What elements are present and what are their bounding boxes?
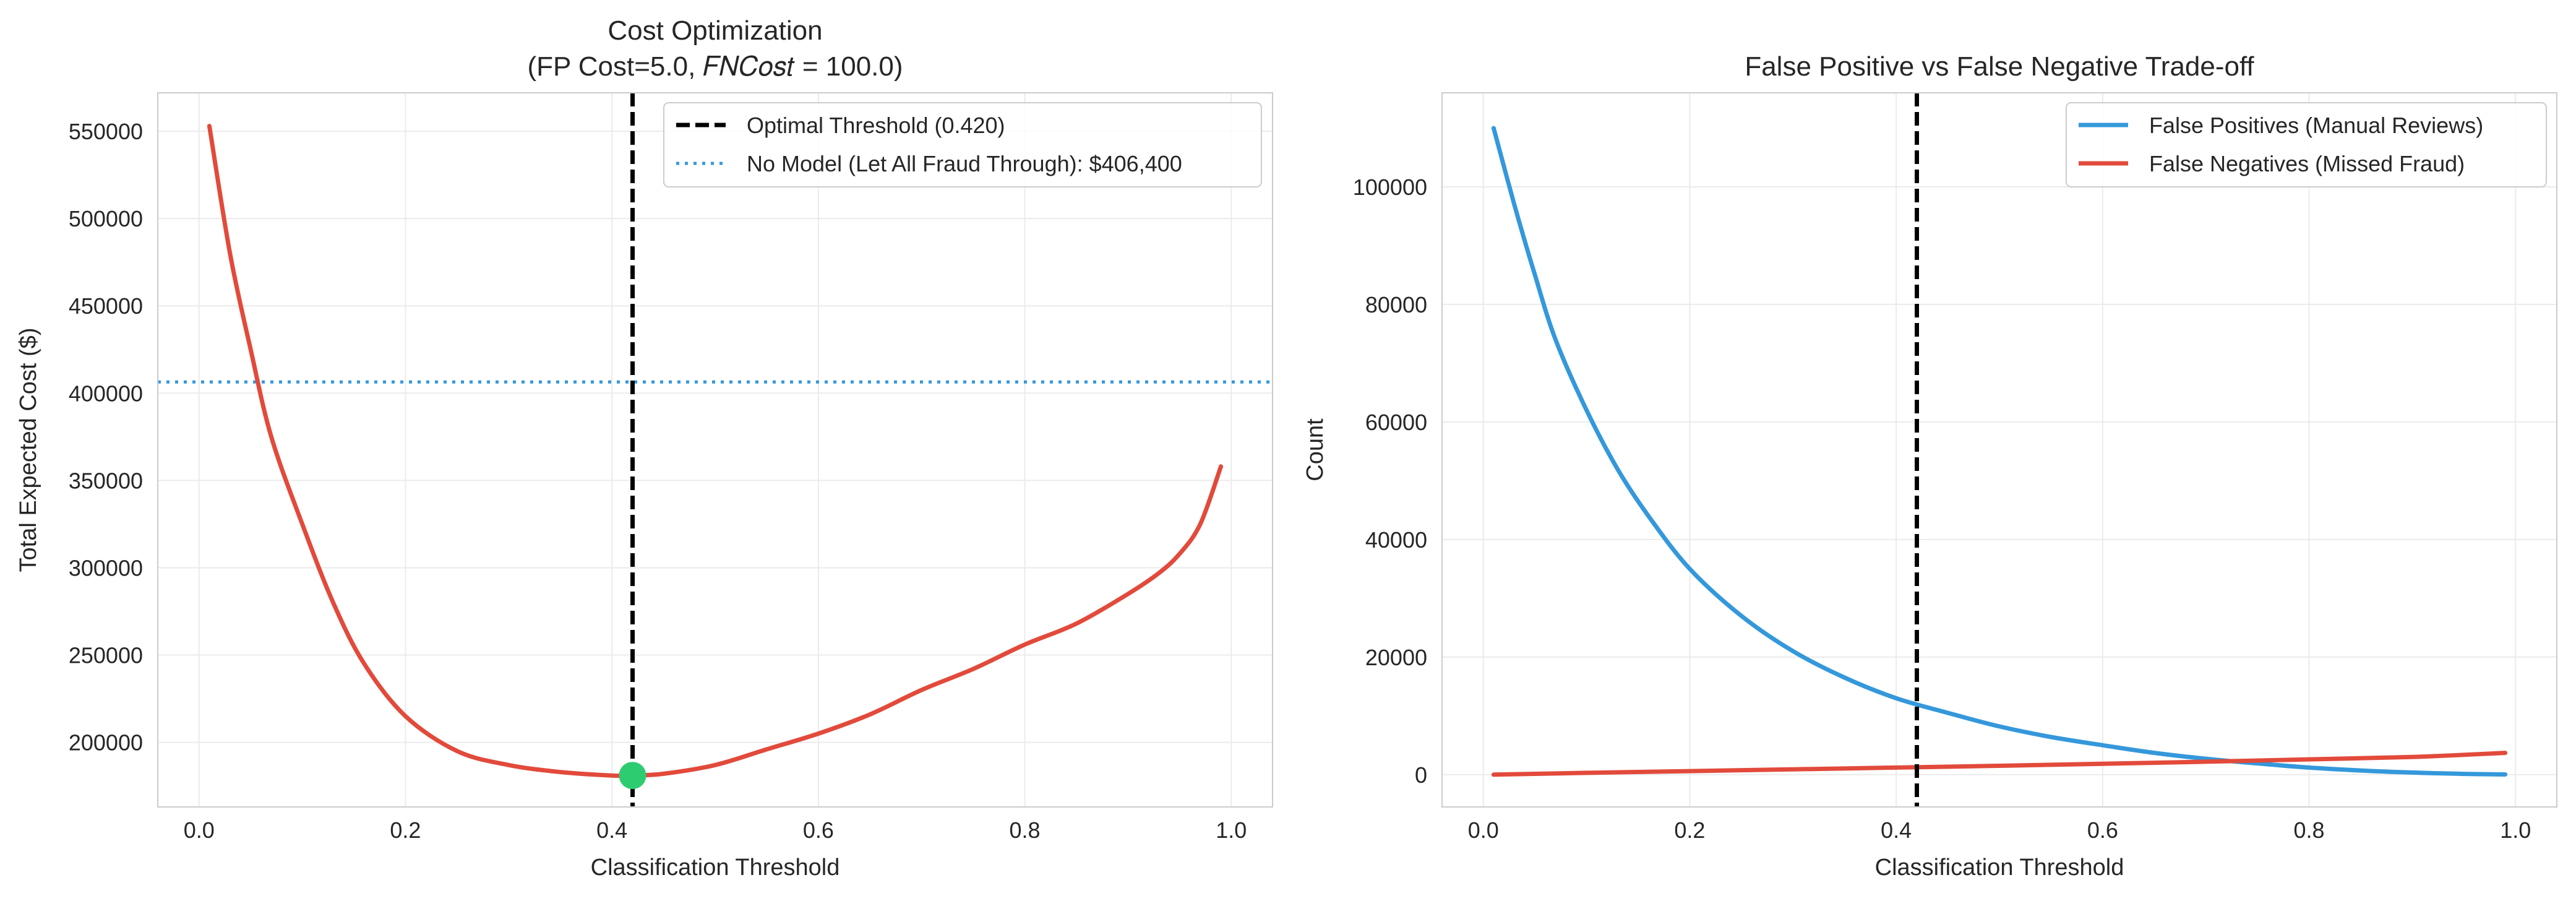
left-chart-title-line2: (FP Cost=5.0, 𝐹𝑁𝐶𝑜𝑠𝑡 = 100.0) xyxy=(527,51,903,82)
false-positives-line xyxy=(1491,126,2508,777)
left-y-tick-label: 250000 xyxy=(69,643,143,668)
legend-label-false-positives: False Positives (Manual Reviews) xyxy=(2149,113,2483,138)
legend-label-optimal-threshold: Optimal Threshold (0.420) xyxy=(747,113,1005,138)
left-y-tick-label: 200000 xyxy=(69,730,143,756)
left-plot-background xyxy=(158,93,1273,807)
left-x-axis-label: Classification Threshold xyxy=(591,855,840,881)
right-y-tick-label: 60000 xyxy=(1365,410,1427,435)
right-plot-background xyxy=(1442,93,2557,807)
left-x-tick-label: 0.2 xyxy=(390,817,421,843)
right-x-axis-label: Classification Threshold xyxy=(1875,855,2124,881)
right-y-tick-label: 80000 xyxy=(1365,292,1427,317)
right-y-tick-labels: 0 20000 40000 60000 80000 100000 xyxy=(1353,175,1427,788)
cost-optimization-chart: Cost Optimization (FP Cost=5.0, 𝐹𝑁𝐶𝑜𝑠𝑡 =… xyxy=(15,15,1273,881)
optimal-cost-marker xyxy=(619,762,646,790)
right-plot-frame xyxy=(1441,92,2557,808)
left-legend: Optimal Threshold (0.420) No Model (Let … xyxy=(663,102,1262,188)
left-y-axis-label: Total Expected Cost ($) xyxy=(15,328,41,572)
right-legend-box xyxy=(2066,102,2547,188)
right-y-tick-label: 20000 xyxy=(1365,645,1427,670)
left-x-tick-label: 0.0 xyxy=(184,817,215,843)
left-y-tick-label: 450000 xyxy=(69,293,143,319)
right-x-tick-label: 1.0 xyxy=(2500,817,2531,843)
right-legend: False Positives (Manual Reviews) False N… xyxy=(2066,102,2547,188)
right-x-tick-label: 0.6 xyxy=(2087,817,2118,843)
right-gridlines xyxy=(1442,93,2557,807)
left-y-tick-label: 350000 xyxy=(69,468,143,493)
left-x-tick-label: 0.6 xyxy=(803,817,834,843)
right-y-tick-label: 0 xyxy=(1415,762,1427,788)
left-legend-box xyxy=(663,102,1262,188)
right-x-tick-label: 0.4 xyxy=(1881,817,1912,843)
right-y-axis-label: Count xyxy=(1302,418,1328,481)
right-x-tick-label: 0.0 xyxy=(1468,817,1499,843)
left-y-tick-labels: 200000 250000 300000 350000 400000 450000 5000… xyxy=(69,119,143,756)
right-x-tick-label: 0.8 xyxy=(2294,817,2325,843)
left-y-tick-label: 300000 xyxy=(69,555,143,580)
false-negatives-line xyxy=(1491,751,2508,777)
left-plot-frame xyxy=(157,92,1273,808)
left-chart-title-line1: Cost Optimization xyxy=(608,15,822,46)
left-x-tick-label: 1.0 xyxy=(1216,817,1247,843)
left-x-tick-label: 0.8 xyxy=(1010,817,1041,843)
right-y-tick-label: 100000 xyxy=(1353,175,1427,200)
right-plot-content xyxy=(1491,93,2508,807)
right-chart-title: False Positive vs False Negative Trade-o… xyxy=(1745,51,2254,82)
fp-fn-tradeoff-chart: False Positive vs False Negative Trade-o… xyxy=(1302,51,2557,881)
left-plot-content xyxy=(158,93,1273,807)
left-y-tick-label: 550000 xyxy=(69,119,143,144)
right-x-tick-label: 0.2 xyxy=(1674,817,1705,843)
legend-label-false-negatives: False Negatives (Missed Fraud) xyxy=(2149,151,2465,176)
right-x-tick-labels: 0.0 0.2 0.4 0.6 0.8 1.0 xyxy=(1468,817,2531,843)
right-y-tick-label: 40000 xyxy=(1365,527,1427,553)
legend-label-no-model: No Model (Let All Fraud Through): $406,4… xyxy=(747,151,1182,176)
left-x-tick-labels: 0.0 0.2 0.4 0.6 0.8 1.0 xyxy=(184,817,1247,843)
left-y-tick-label: 500000 xyxy=(69,206,143,231)
left-x-tick-label: 0.4 xyxy=(596,817,627,843)
left-y-tick-label: 400000 xyxy=(69,381,143,406)
